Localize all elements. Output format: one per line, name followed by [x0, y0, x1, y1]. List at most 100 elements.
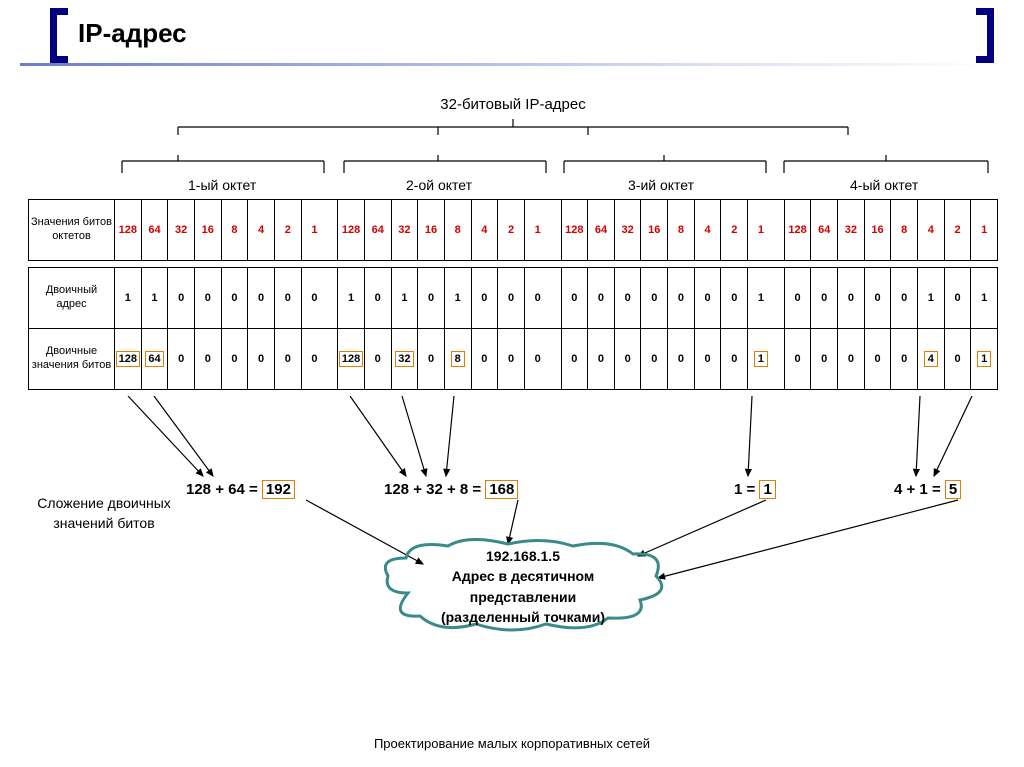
tree-brackets	[28, 119, 998, 177]
binary-cell: 1	[747, 268, 774, 328]
weights-cell: 2	[720, 200, 747, 260]
row-label-binary: Двоичный адрес	[29, 268, 115, 328]
equation-octet-1: 128 + 64 = 192	[186, 480, 295, 499]
binary-cell: 0	[667, 268, 694, 328]
binary-cell: 1	[115, 268, 141, 328]
decimal-cell: 8	[444, 329, 471, 389]
decimal-cell: 0	[587, 329, 614, 389]
binary-cell: 0	[167, 268, 194, 328]
bit-tables: Значения битов октетов 12864321684211286…	[28, 199, 998, 390]
weights-cell: 2	[274, 200, 301, 260]
top-label: 32-битовый IP-адрес	[28, 96, 998, 113]
binary-cell: 0	[497, 268, 524, 328]
decimal-cell: 0	[614, 329, 641, 389]
binary-cell: 0	[247, 268, 274, 328]
decimal-cell: 0	[944, 329, 971, 389]
cloud-line-4: (разделенный точками)	[388, 607, 658, 627]
ip-diagram: 32-битовый IP-адрес	[28, 96, 998, 656]
weights-cell: 128	[115, 200, 141, 260]
decimal-cell: 0	[890, 329, 917, 389]
binary-cell: 0	[561, 268, 588, 328]
binary-cell: 1	[337, 268, 364, 328]
binary-cell: 1	[917, 268, 944, 328]
weights-cell: 64	[141, 200, 168, 260]
decimal-cell: 0	[720, 329, 747, 389]
weights-cell: 64	[587, 200, 614, 260]
weights-cell: 32	[167, 200, 194, 260]
sum-area: Сложение двоичных значений битов 128 + 6…	[28, 396, 998, 656]
weights-cell: 64	[364, 200, 391, 260]
weights-cell: 1	[970, 200, 997, 260]
weights-cell: 2	[497, 200, 524, 260]
binary-cell: 0	[640, 268, 667, 328]
octet-label-3: 3-ий октет	[628, 177, 694, 193]
weights-cell: 8	[667, 200, 694, 260]
decimal-cell: 0	[524, 329, 551, 389]
weights-cell: 16	[194, 200, 221, 260]
row-label-decimal: Двоичные значения битов	[29, 329, 115, 389]
octet-label-2: 2-ой октет	[406, 177, 472, 193]
decimal-cell: 1	[970, 329, 997, 389]
decimal-cell: 0	[640, 329, 667, 389]
weights-cell: 128	[784, 200, 811, 260]
binary-cell: 0	[614, 268, 641, 328]
binary-cell: 0	[194, 268, 221, 328]
binary-cell: 0	[417, 268, 444, 328]
binary-cell: 0	[810, 268, 837, 328]
decimal-cell: 0	[301, 329, 328, 389]
decimal-cell: 0	[837, 329, 864, 389]
decimal-cell: 0	[417, 329, 444, 389]
binary-cell: 0	[890, 268, 917, 328]
row-weights: Значения битов октетов 12864321684211286…	[28, 199, 998, 261]
weights-cell: 32	[391, 200, 418, 260]
weights-cell: 2	[944, 200, 971, 260]
cloud-text: 192.168.1.5 Адрес в десятичном представл…	[388, 546, 658, 627]
decimal-cell: 0	[784, 329, 811, 389]
binary-cell: 0	[944, 268, 971, 328]
decimal-cell: 0	[221, 329, 248, 389]
decimal-cell: 0	[274, 329, 301, 389]
decimal-cell: 0	[167, 329, 194, 389]
weights-cell: 32	[614, 200, 641, 260]
row-label-weights: Значения битов октетов	[29, 200, 115, 260]
binary-cell: 0	[221, 268, 248, 328]
decimal-cell: 0	[471, 329, 498, 389]
decimal-cell: 0	[810, 329, 837, 389]
decimal-cell: 0	[194, 329, 221, 389]
weights-cell: 1	[747, 200, 774, 260]
weights-cell: 8	[221, 200, 248, 260]
weights-cell: 1	[524, 200, 551, 260]
octet-labels-row: 1-ый октет 2-ой октет 3-ий октет 4-ый ок…	[28, 177, 998, 199]
weights-cell: 64	[810, 200, 837, 260]
binary-cell: 0	[864, 268, 891, 328]
page-title: IP-адрес	[78, 18, 187, 49]
binary-cell: 0	[301, 268, 328, 328]
decimal-cell: 0	[364, 329, 391, 389]
weights-cell: 128	[561, 200, 588, 260]
decimal-cell: 128	[115, 329, 141, 389]
cloud-line-3: представлении	[388, 587, 658, 607]
weights-cell: 32	[837, 200, 864, 260]
binary-cell: 1	[444, 268, 471, 328]
weights-cell: 8	[890, 200, 917, 260]
equation-octet-2: 128 + 32 + 8 = 168	[384, 480, 518, 499]
weights-cell: 128	[337, 200, 364, 260]
decimal-cell: 128	[337, 329, 364, 389]
left-bracket	[50, 8, 68, 63]
binary-cell: 1	[141, 268, 168, 328]
binary-cell: 0	[364, 268, 391, 328]
binary-cell: 0	[784, 268, 811, 328]
binary-cell: 0	[524, 268, 551, 328]
decimal-cell: 0	[247, 329, 274, 389]
decimal-cell: 4	[917, 329, 944, 389]
decimal-cell: 0	[667, 329, 694, 389]
equation-octet-3: 1 = 1	[734, 480, 776, 499]
weights-cell: 4	[247, 200, 274, 260]
octet-label-4: 4-ый октет	[850, 177, 918, 193]
decimal-cell: 64	[141, 329, 168, 389]
equation-octet-4: 4 + 1 = 5	[894, 480, 961, 499]
decimal-cell: 0	[497, 329, 524, 389]
weights-cell: 16	[864, 200, 891, 260]
row-binary-decimal: Двоичный адрес 1100000010101000000000010…	[28, 267, 998, 390]
footer-text: Проектирование малых корпоративных сетей	[0, 736, 1024, 751]
